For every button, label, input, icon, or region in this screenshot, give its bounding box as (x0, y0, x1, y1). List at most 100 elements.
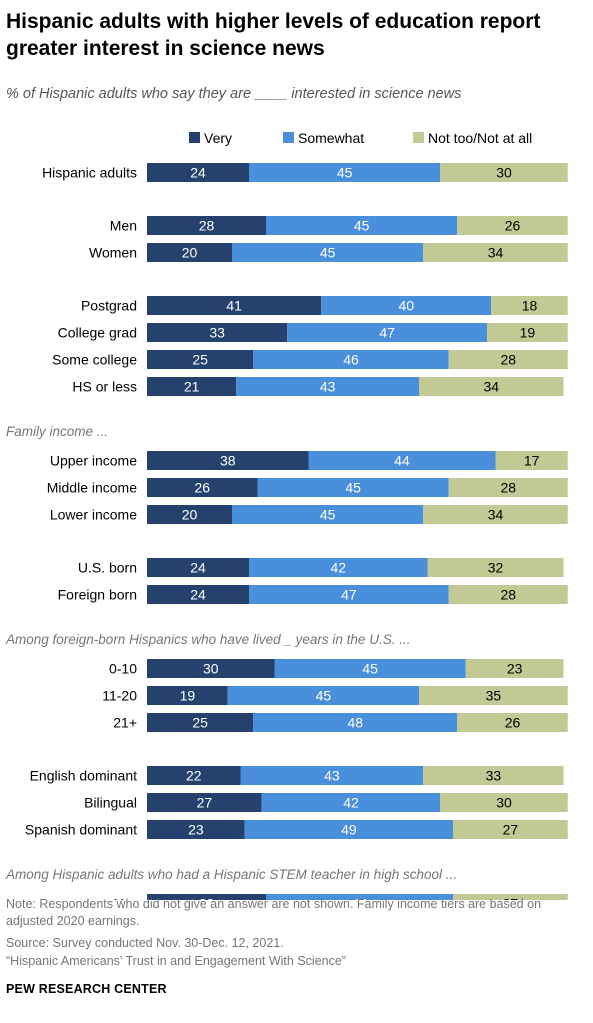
row-label: Upper income (50, 453, 137, 469)
row-label: U.S. born (78, 560, 137, 576)
bar-segment-2 (419, 377, 564, 396)
data-label: 45 (316, 688, 332, 704)
bar-segment-0 (147, 505, 232, 524)
footnote: Note: Respondents who did not give an an… (6, 897, 542, 928)
data-label: 25 (192, 352, 208, 368)
bar-segment-1 (232, 505, 424, 524)
data-label: 47 (341, 587, 357, 603)
bar-segment-0 (147, 478, 258, 497)
data-label: 30 (496, 165, 512, 181)
bar-segment-1 (257, 478, 449, 497)
data-label: 27 (503, 822, 519, 838)
bar-segment-1 (274, 659, 466, 678)
data-label: 19 (520, 325, 536, 341)
data-label: 34 (488, 245, 504, 261)
bar-segment-0 (147, 323, 288, 342)
bar-segment-0 (147, 163, 249, 182)
bar-segment-2 (423, 505, 568, 524)
bar-segment-2 (491, 296, 568, 315)
data-label: 23 (188, 822, 204, 838)
row-label: Lower income (50, 507, 137, 523)
data-label: 33 (486, 768, 502, 784)
data-label: 24 (190, 560, 206, 576)
bar-segment-1 (249, 163, 441, 182)
data-label: 41 (226, 298, 242, 314)
data-label: 45 (362, 661, 378, 677)
data-label: 19 (180, 688, 196, 704)
data-label: 26 (194, 480, 210, 496)
bar-segment-1 (253, 350, 449, 369)
data-label: 33 (209, 325, 225, 341)
bar-segment-2 (448, 350, 568, 369)
data-label: 45 (354, 218, 370, 234)
data-label: 34 (483, 379, 499, 395)
row-label: Middle income (47, 480, 137, 496)
data-label: 42 (330, 560, 346, 576)
row-label: 11-20 (102, 688, 137, 704)
data-label: 45 (345, 480, 361, 496)
row-label: Yes (114, 896, 137, 901)
bar-segment-0 (147, 451, 309, 470)
chart-title: Hispanic adults with higher levels of ed… (6, 10, 541, 60)
row-label: 21+ (113, 715, 137, 731)
data-label: 45 (320, 245, 336, 261)
bar-segment-1 (261, 793, 441, 812)
legend-swatch-2 (413, 132, 424, 143)
bar-segment-1 (227, 686, 419, 705)
data-label: 28 (199, 218, 215, 234)
bar-segment-0 (147, 350, 254, 369)
bar-segment-2 (453, 820, 568, 839)
data-label: 22 (186, 768, 202, 784)
group-header: Among Hispanic adults who had a Hispanic… (5, 867, 457, 882)
data-label: 20 (182, 245, 198, 261)
data-label: 48 (347, 715, 363, 731)
row-label: Some college (52, 352, 137, 368)
bar-segment-0 (147, 766, 241, 785)
bar-segment-2 (423, 243, 568, 262)
data-label: 25 (192, 715, 208, 731)
row-label: HS or less (72, 379, 137, 395)
data-label: 49 (341, 822, 357, 838)
legend-label-0: Very (204, 130, 232, 146)
data-label: 24 (190, 587, 206, 603)
bar-segment-2 (448, 585, 568, 604)
data-label: 26 (505, 715, 521, 731)
bar-segment-0 (147, 659, 275, 678)
stacked-bar-chart: Very Somewhat Not too/Not at all Hispanic a… (5, 130, 568, 901)
bar-segment-1 (240, 766, 424, 785)
legend-label-1: Somewhat (298, 130, 364, 146)
bar-segment-0 (147, 558, 249, 577)
data-label: 27 (503, 896, 519, 901)
data-label: 21 (184, 379, 200, 395)
group-header: Family income ... (6, 424, 108, 439)
bar-segment-1 (287, 323, 487, 342)
data-label: 27 (197, 795, 213, 811)
bar-segment-1 (244, 820, 453, 839)
row-label: Women (89, 245, 137, 261)
data-label: 42 (343, 795, 359, 811)
row-label: Bilingual (84, 795, 137, 811)
bar-segment-2 (495, 451, 568, 470)
data-label: 32 (488, 560, 504, 576)
data-label: 44 (352, 896, 368, 901)
row-label: Postgrad (81, 298, 137, 314)
report-title-note: “Hispanic Americans’ Trust in and Engage… (6, 954, 346, 968)
group-header: Among foreign-born Hispanics who have li… (5, 632, 410, 647)
data-label: 34 (488, 507, 504, 523)
bar-segment-2 (448, 478, 568, 497)
data-label: 17 (524, 453, 540, 469)
bar-segment-0 (147, 243, 232, 262)
bar-segment-0 (147, 585, 249, 604)
data-label: 35 (486, 688, 502, 704)
data-label: 20 (182, 507, 198, 523)
row-label: Hispanic adults (42, 165, 137, 181)
bar-segment-1 (266, 216, 458, 235)
bar-segment-2 (487, 323, 568, 342)
bar-segment-1 (253, 713, 458, 732)
bar-segment-2 (440, 793, 568, 812)
bar-segment-1 (249, 558, 428, 577)
row-label: Men (110, 218, 137, 234)
bar-segment-0 (147, 894, 266, 900)
data-label: 30 (203, 661, 219, 677)
bar-segment-2 (453, 894, 568, 900)
